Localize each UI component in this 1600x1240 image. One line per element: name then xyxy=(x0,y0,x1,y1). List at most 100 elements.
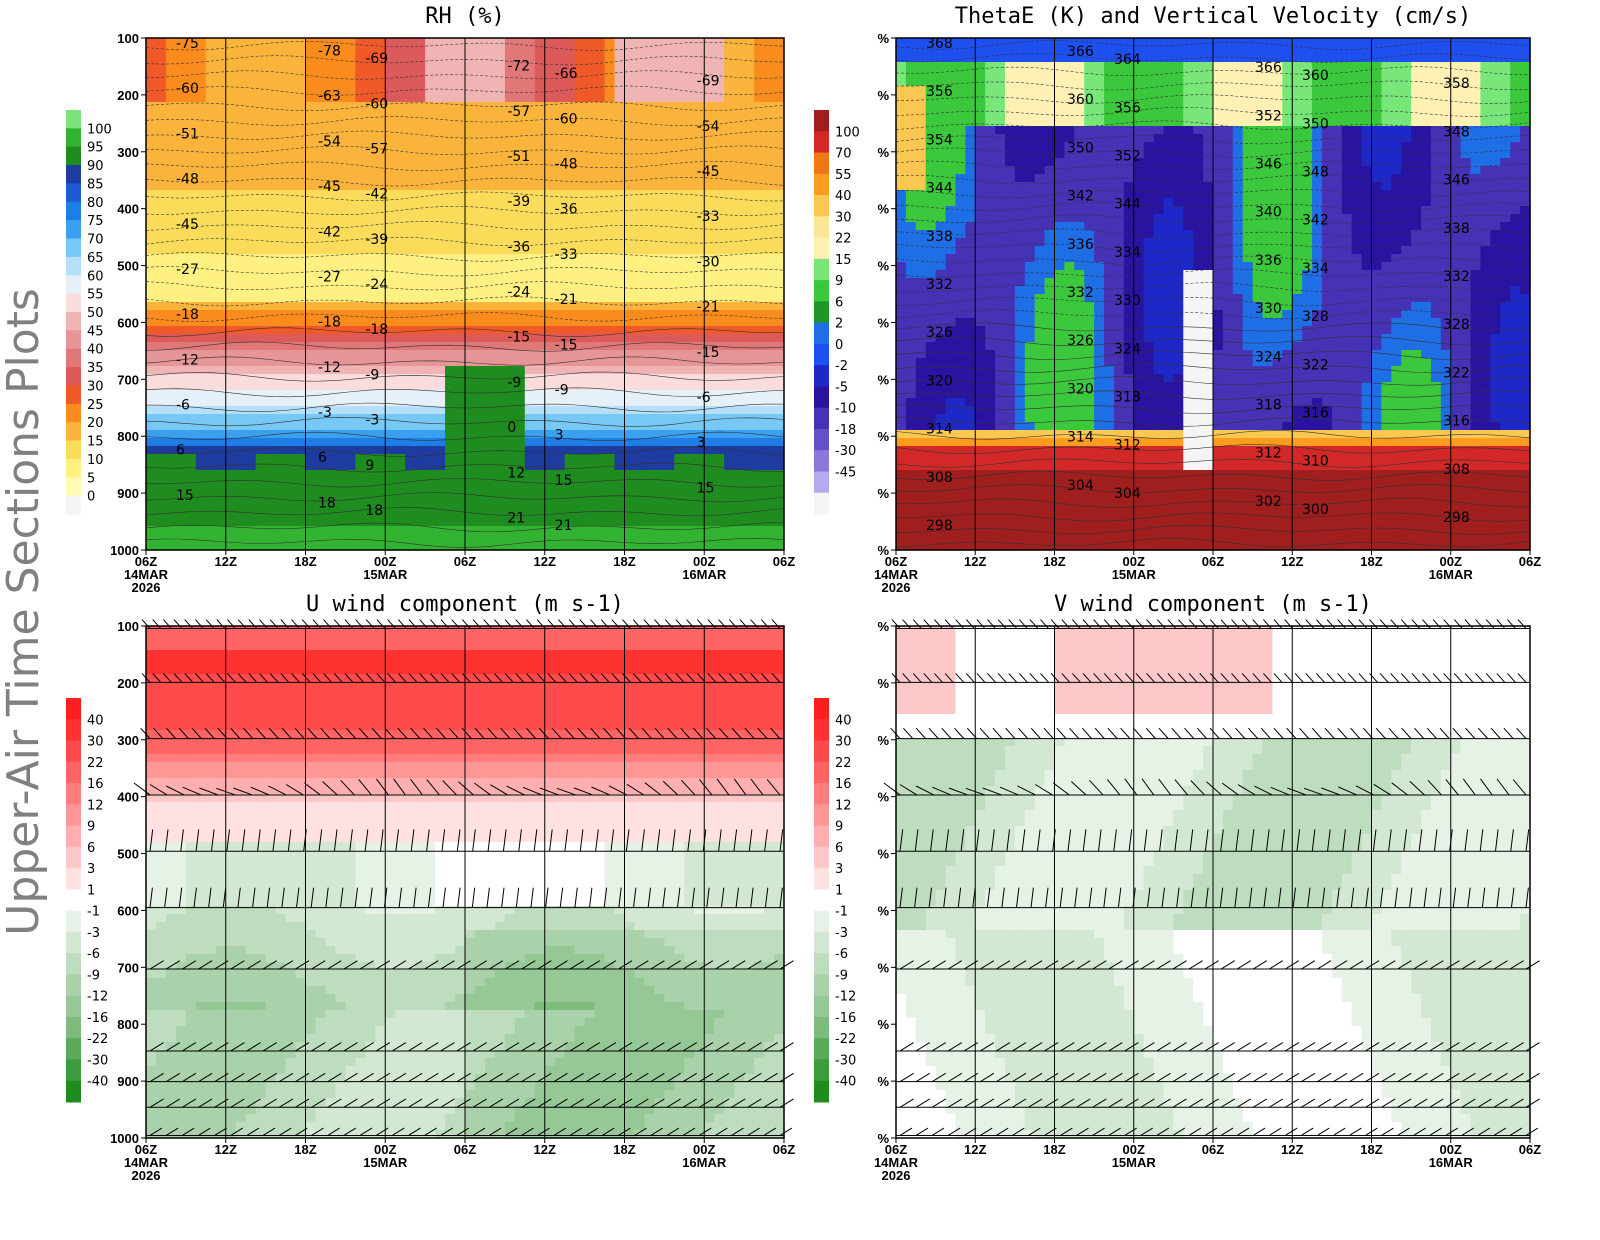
field-cell xyxy=(306,494,317,503)
field-cell xyxy=(335,246,346,255)
field-cell xyxy=(674,294,685,303)
field-cell xyxy=(246,182,257,191)
field-cell xyxy=(615,94,626,103)
field-cell xyxy=(405,438,416,447)
field-cell xyxy=(605,422,616,431)
field-cell xyxy=(405,70,416,79)
field-cell xyxy=(495,246,506,255)
field-cell xyxy=(754,502,765,511)
rh-colorbar-swatch xyxy=(66,477,81,496)
field-cell xyxy=(605,70,616,79)
field-cell xyxy=(535,86,546,95)
rh-contour-label: 12 xyxy=(507,465,525,481)
field-cell xyxy=(965,142,976,151)
field-cell xyxy=(166,78,177,87)
field-cell xyxy=(286,446,297,455)
field-cell xyxy=(916,102,927,111)
field-cell xyxy=(266,526,277,535)
field-cell xyxy=(936,158,947,167)
field-cell xyxy=(435,278,446,287)
field-cell xyxy=(575,318,586,327)
field-cell xyxy=(166,422,177,431)
field-cell xyxy=(266,518,277,527)
field-cell xyxy=(926,534,937,543)
field-cell xyxy=(965,358,976,367)
field-cell xyxy=(684,462,695,471)
field-cell xyxy=(625,502,636,511)
field-cell xyxy=(296,446,307,455)
field-cell xyxy=(236,286,247,295)
rh-x-tick-label: 12Z xyxy=(534,554,556,569)
field-cell xyxy=(266,38,277,47)
field-cell xyxy=(946,390,957,399)
field-cell xyxy=(455,110,466,119)
field-cell xyxy=(146,246,157,255)
field-cell xyxy=(906,422,917,431)
field-cell xyxy=(296,166,307,175)
field-cell xyxy=(445,510,456,519)
field-cell xyxy=(754,438,765,447)
field-cell xyxy=(226,358,237,367)
field-cell xyxy=(674,142,685,151)
rh-contour-label: -9 xyxy=(365,367,379,383)
field-cell xyxy=(754,46,765,55)
field-cell xyxy=(774,486,785,495)
field-cell xyxy=(256,414,267,423)
field-cell xyxy=(625,270,636,279)
field-cell xyxy=(405,414,416,423)
field-cell xyxy=(296,230,307,239)
field-cell xyxy=(226,470,237,479)
field-cell xyxy=(654,54,665,63)
field-cell xyxy=(955,430,966,439)
field-cell xyxy=(485,334,496,343)
field-cell xyxy=(296,454,307,463)
rh-contour-label: 15 xyxy=(697,480,715,496)
field-cell xyxy=(385,118,396,127)
field-cell xyxy=(774,94,785,103)
field-cell xyxy=(615,150,626,159)
field-cell xyxy=(395,46,406,55)
field-cell xyxy=(764,406,775,415)
field-cell xyxy=(926,438,937,447)
field-cell xyxy=(395,326,406,335)
field-cell xyxy=(465,102,476,111)
field-cell xyxy=(445,430,456,439)
field-cell xyxy=(654,166,665,175)
field-cell xyxy=(585,406,596,415)
field-cell xyxy=(625,86,636,95)
field-cell xyxy=(754,134,765,143)
field-cell xyxy=(246,518,257,527)
field-cell xyxy=(156,262,167,271)
field-cell xyxy=(355,246,366,255)
field-cell xyxy=(724,334,735,343)
field-cell xyxy=(176,526,187,535)
field-cell xyxy=(936,398,947,407)
field-cell xyxy=(664,246,675,255)
field-cell xyxy=(196,374,207,383)
field-cell xyxy=(615,318,626,327)
field-cell xyxy=(644,278,655,287)
field-cell xyxy=(156,174,167,183)
field-cell xyxy=(196,198,207,207)
field-cell xyxy=(704,150,715,159)
field-cell xyxy=(595,390,606,399)
field-cell xyxy=(395,134,406,143)
field-cell xyxy=(425,54,436,63)
field-cell xyxy=(156,166,167,175)
field-cell xyxy=(445,190,456,199)
field-cell xyxy=(315,198,326,207)
field-cell xyxy=(965,366,976,375)
field-cell xyxy=(176,70,187,79)
field-cell xyxy=(146,342,157,351)
field-cell xyxy=(465,94,476,103)
field-cell xyxy=(435,134,446,143)
field-cell xyxy=(535,494,546,503)
field-cell xyxy=(585,182,596,191)
field-cell xyxy=(615,510,626,519)
field-cell xyxy=(916,214,927,223)
field-cell xyxy=(266,382,277,391)
field-cell xyxy=(625,302,636,311)
field-cell xyxy=(625,262,636,271)
field-cell xyxy=(615,198,626,207)
field-cell xyxy=(355,230,366,239)
